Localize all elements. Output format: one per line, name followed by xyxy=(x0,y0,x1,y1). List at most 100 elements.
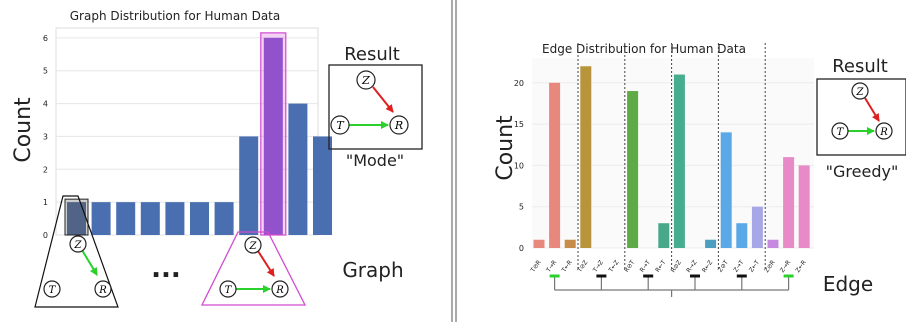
left-result-label: Result xyxy=(344,44,400,65)
right-panel: Edge Distribution for Human Data Count 0… xyxy=(493,42,906,297)
left-y-tick-label: 1 xyxy=(43,198,48,207)
edge-label: Edge xyxy=(823,272,873,296)
left-bar xyxy=(91,202,111,235)
right-x-tick-label: Z←R xyxy=(794,259,807,274)
left-y-label: Count xyxy=(11,97,36,163)
right-y-tick-label: 10 xyxy=(514,161,524,170)
right-result-label: Result xyxy=(832,56,888,77)
left-y-tick-label: 0 xyxy=(43,231,48,240)
right-x-tick-label: T⊘Z xyxy=(576,259,590,274)
right-x-tick-label: Z⊘R xyxy=(763,259,776,274)
right-x-tick-label: Z⊘T xyxy=(717,259,730,274)
left-bar xyxy=(116,202,136,235)
right-bar xyxy=(627,91,639,248)
left-bar xyxy=(214,202,234,235)
left-bar xyxy=(288,103,308,235)
left-panel: Graph Distribution for Human Data Count … xyxy=(11,9,423,308)
svg-text:R: R xyxy=(394,119,403,132)
first-graph: Z T R xyxy=(43,235,112,298)
right-bar xyxy=(783,157,795,248)
left-bar xyxy=(190,202,209,235)
svg-text:R: R xyxy=(275,285,284,296)
right-x-tick-label: R←Z xyxy=(701,259,714,274)
right-bar xyxy=(549,82,561,248)
greedy-label: "Greedy" xyxy=(826,162,899,181)
right-y-tick-label: 20 xyxy=(514,79,524,88)
right-bar xyxy=(705,239,717,248)
right-y-label: Count xyxy=(493,115,518,181)
mode-zoom-graph: Z T R xyxy=(219,236,289,298)
right-x-tick-label: R→Z xyxy=(685,259,698,274)
left-bar xyxy=(165,202,185,235)
right-bar xyxy=(767,239,779,248)
svg-text:R: R xyxy=(98,285,107,296)
right-bar xyxy=(720,132,732,248)
right-bar xyxy=(736,223,748,248)
mode-graph: Z T R xyxy=(330,70,409,135)
right-bars xyxy=(533,66,810,249)
svg-text:T: T xyxy=(225,285,233,296)
first-bar-highlight xyxy=(64,198,89,236)
right-bar xyxy=(673,74,685,249)
right-x-tick-label: R⊘Z xyxy=(670,259,683,274)
right-bar xyxy=(658,223,670,248)
right-x-tick-label: Z→T xyxy=(732,259,745,274)
right-y-tick-label: 5 xyxy=(519,203,524,212)
left-y-tick-label: 6 xyxy=(43,34,48,43)
right-x-tick-label: Z→R xyxy=(779,259,792,274)
left-y-ticks: 0 1 2 3 4 5 6 xyxy=(43,34,48,240)
left-y-tick-label: 3 xyxy=(43,132,48,141)
zoom-trapezoid-mode xyxy=(200,231,307,306)
left-y-tick-label: 5 xyxy=(43,67,48,76)
left-bar xyxy=(67,202,86,235)
ellipsis: ... xyxy=(151,254,181,284)
svg-text:T: T xyxy=(837,127,845,138)
right-group-separators xyxy=(577,43,766,270)
svg-text:Z: Z xyxy=(249,241,258,252)
right-plot-area xyxy=(532,58,814,248)
svg-text:T: T xyxy=(49,285,57,296)
right-result-box xyxy=(816,78,906,156)
right-bar xyxy=(580,66,592,249)
svg-text:Z: Z xyxy=(74,240,83,251)
right-bar xyxy=(564,239,576,248)
node-t xyxy=(330,115,350,135)
right-y-ticks: 0 5 10 15 20 xyxy=(514,79,524,253)
right-edge-bracket xyxy=(549,274,794,297)
zoom-trapezoid-first xyxy=(34,195,119,308)
right-chart-title: Edge Distribution for Human Data xyxy=(542,42,746,56)
right-y-tick-label: 0 xyxy=(519,244,524,253)
mode-label: "Mode" xyxy=(346,151,404,170)
left-result-box xyxy=(328,64,423,150)
left-bar xyxy=(263,37,283,235)
right-bar xyxy=(798,165,810,248)
svg-text:Z: Z xyxy=(856,87,865,98)
right-x-tick-label: Z←T xyxy=(748,259,761,274)
left-y-tick-label: 4 xyxy=(43,100,48,109)
right-bar xyxy=(751,206,763,248)
svg-text:R: R xyxy=(879,127,888,138)
right-x-tick-label: T⊘R xyxy=(529,259,543,274)
right-bar xyxy=(533,239,545,248)
right-x-tick-label: T→R xyxy=(545,259,559,274)
right-x-ticks: T⊘R T→R T←R T⊘Z T→Z T←Z R⊘T R→T R←T R⊘Z R→Z R←Z Z⊘T Z… xyxy=(529,259,808,275)
left-bar xyxy=(140,202,160,235)
greedy-graph: Z T R xyxy=(831,82,893,140)
svg-text:T: T xyxy=(336,119,345,132)
svg-text:Z: Z xyxy=(361,74,370,87)
right-x-tick-label: T←R xyxy=(560,259,574,274)
right-x-tick-label: R←T xyxy=(654,259,667,274)
left-bar xyxy=(313,136,332,235)
right-x-tick-label: T→Z xyxy=(591,259,605,274)
graph-label: Graph xyxy=(342,258,403,282)
mode-bar-highlight xyxy=(260,32,287,236)
right-x-tick-label: R⊘T xyxy=(623,259,636,274)
left-bar xyxy=(239,136,259,235)
right-y-tick-label: 15 xyxy=(514,120,524,129)
right-x-tick-label: R→T xyxy=(639,259,652,274)
right-gridlines xyxy=(532,82,814,249)
node-z xyxy=(356,70,376,90)
node-r xyxy=(389,115,409,135)
left-chart-title: Graph Distribution for Human Data xyxy=(70,9,281,23)
